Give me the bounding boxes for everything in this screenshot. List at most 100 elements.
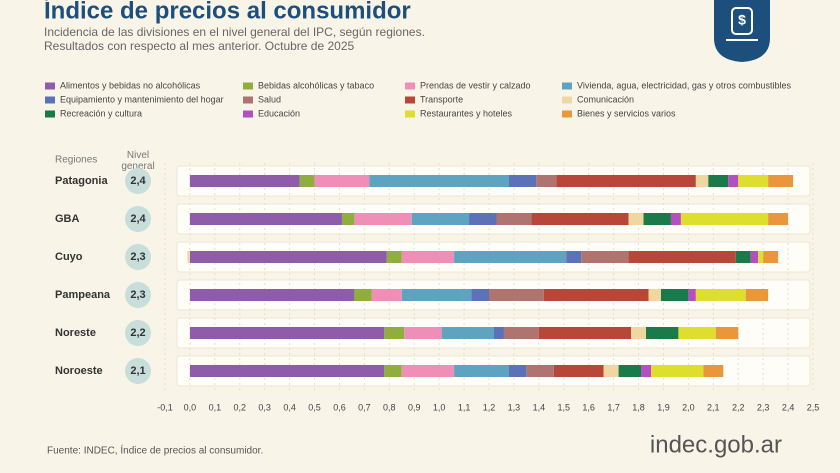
bar-segment	[708, 175, 729, 187]
x-tick-label: 2,4	[782, 402, 795, 412]
subtitle: Resultados con respecto al mes anterior.…	[44, 39, 355, 53]
legend-swatch	[405, 110, 415, 118]
x-tick-label: 0,7	[358, 402, 371, 412]
bar-segment	[695, 175, 709, 187]
level-label: 2,2	[130, 327, 145, 339]
bar-segment	[763, 251, 779, 263]
x-tick-label: 1,0	[433, 402, 446, 412]
legend-label: Equipamiento y mantenimiento del hogar	[60, 94, 224, 104]
level-badge	[125, 206, 151, 232]
bar-segment	[728, 175, 739, 187]
legend-label: Educación	[258, 108, 300, 118]
category-label: Pampeana	[55, 289, 111, 301]
level-header: Nivel general	[121, 150, 154, 172]
bar-segment	[401, 365, 455, 377]
subtitle: Incidencia de las divisiones en el nivel…	[44, 25, 425, 39]
x-tick-label: 0,1	[209, 402, 222, 412]
svg-text:$: $	[738, 12, 746, 28]
bar-segment	[641, 365, 651, 377]
bar-segment	[566, 251, 582, 263]
bar-segment	[750, 251, 759, 263]
x-tick-label: -0,1	[157, 402, 173, 412]
bar-segment	[401, 251, 455, 263]
x-tick-label: 1,7	[607, 402, 620, 412]
bar-segment	[526, 365, 554, 377]
bar-segment	[299, 175, 315, 187]
bar-segment	[738, 175, 769, 187]
bar-segment	[581, 251, 629, 263]
legend-swatch	[243, 110, 253, 118]
bar-segment	[354, 213, 412, 225]
bar-segment	[688, 289, 696, 301]
bar-segment	[384, 327, 405, 339]
bar-segment	[603, 365, 619, 377]
bar-segment	[631, 327, 647, 339]
bar-segment	[768, 213, 789, 225]
bar-segment	[314, 175, 370, 187]
bar-segment	[469, 213, 497, 225]
level-label: 2,3	[130, 251, 145, 263]
bar-segment	[401, 289, 472, 301]
bar-segment	[503, 327, 539, 339]
legend-swatch	[243, 96, 253, 104]
bar-segment	[386, 251, 402, 263]
x-tick-label: 2,1	[707, 402, 720, 412]
bar-segment	[189, 213, 342, 225]
bar-segment	[745, 289, 769, 301]
bar-segment	[648, 289, 661, 301]
legend-swatch	[405, 82, 415, 90]
legend-label: Salud	[258, 94, 281, 104]
x-tick-label: 1,2	[483, 402, 496, 412]
bar-segment	[703, 365, 724, 377]
logo-badge: $	[714, 0, 770, 62]
x-tick-label: 1,9	[657, 402, 670, 412]
legend-label: Bebidas alcohólicas y tabaco	[258, 80, 374, 90]
x-tick-label: 0,4	[283, 402, 296, 412]
level-label: 2,4	[130, 175, 146, 187]
x-tick-label: 1,6	[582, 402, 595, 412]
source: Fuente: INDEC, Índice de precios al cons…	[47, 444, 263, 457]
bar-segment	[189, 289, 355, 301]
x-tick-label: 2,2	[732, 402, 745, 412]
level-badge	[125, 358, 151, 384]
legend-label: Transporte	[420, 94, 463, 104]
bar-segment	[508, 175, 537, 187]
x-tick-label: 0,6	[333, 402, 346, 412]
category-label: Noreste	[55, 327, 96, 339]
x-tick-label: 0,8	[383, 402, 396, 412]
level-badge	[125, 282, 151, 308]
bar-segment	[454, 251, 567, 263]
x-tick-label: 2,0	[682, 402, 695, 412]
bar-segment	[735, 251, 751, 263]
bar-segment	[643, 213, 671, 225]
x-tick-label: 1,4	[533, 402, 546, 412]
bar-segment	[411, 213, 470, 225]
x-tick-label: 0,0	[184, 402, 197, 412]
bar-segment	[543, 289, 649, 301]
level-label: 2,4	[130, 213, 146, 225]
bar-segment	[496, 213, 532, 225]
level-badge	[125, 168, 151, 194]
category-label: Noroeste	[55, 365, 103, 377]
category-header: Regiones	[55, 155, 97, 166]
legend-swatch	[45, 110, 55, 118]
bar-segment	[189, 327, 385, 339]
level-label: 2,3	[130, 289, 145, 301]
bar-segment	[628, 251, 736, 263]
legend-swatch	[562, 96, 572, 104]
x-tick-label: 2,3	[757, 402, 770, 412]
legend-label: Recreación y cultura	[60, 108, 142, 118]
bar-segment	[189, 175, 300, 187]
legend-swatch	[562, 82, 572, 90]
legend-label: Comunicación	[577, 94, 634, 104]
chart-title: Índice de precios al consumidor	[44, 0, 411, 24]
legend-label: Vivienda, agua, electricidad, gas y otro…	[577, 80, 791, 90]
bar-segment	[369, 175, 509, 187]
x-tick-label: 0,2	[234, 402, 247, 412]
x-tick-label: 1,5	[558, 402, 571, 412]
level-badge	[125, 244, 151, 270]
bar-segment	[187, 251, 190, 263]
legend-swatch	[45, 82, 55, 90]
bar-segment	[404, 327, 442, 339]
bar-segment	[489, 289, 544, 301]
